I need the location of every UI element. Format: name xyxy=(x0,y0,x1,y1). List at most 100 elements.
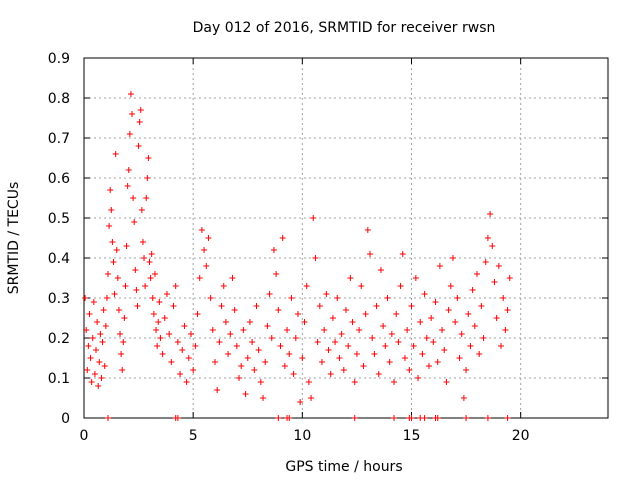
chart-title: Day 012 of 2016, SRMTID for receiver rws… xyxy=(193,20,496,36)
data-point xyxy=(434,359,441,365)
data-point xyxy=(192,343,199,349)
data-point xyxy=(415,375,422,381)
y-axis-label: SRMTID / TECUs xyxy=(6,182,22,295)
data-point xyxy=(338,331,345,337)
data-point xyxy=(123,243,130,249)
data-point xyxy=(88,379,95,385)
data-point xyxy=(504,307,511,313)
y-tick-label: 0.2 xyxy=(48,331,70,347)
data-point xyxy=(386,359,393,365)
data-point xyxy=(97,331,104,337)
data-point xyxy=(174,339,181,345)
data-point xyxy=(101,363,108,369)
data-point xyxy=(316,303,323,309)
data-point xyxy=(406,367,413,373)
data-point xyxy=(198,227,205,233)
data-point xyxy=(266,291,273,297)
data-point xyxy=(121,315,128,321)
data-point xyxy=(460,395,467,401)
data-point xyxy=(377,267,384,273)
data-point xyxy=(275,307,282,313)
plot-frame xyxy=(83,57,609,419)
data-point xyxy=(131,219,138,225)
data-point xyxy=(249,339,256,345)
data-point xyxy=(391,379,398,385)
data-point xyxy=(268,335,275,341)
data-point xyxy=(373,303,380,309)
data-point xyxy=(467,343,474,349)
data-point xyxy=(214,387,221,393)
data-point xyxy=(168,359,175,365)
data-point xyxy=(360,363,367,369)
data-point xyxy=(364,227,371,233)
data-point xyxy=(495,263,502,269)
data-point xyxy=(85,343,92,349)
data-point xyxy=(380,323,387,329)
data-point xyxy=(447,283,454,289)
data-point xyxy=(487,211,494,217)
data-point xyxy=(225,351,232,357)
data-point xyxy=(113,247,120,253)
data-point xyxy=(114,275,121,281)
data-point xyxy=(340,367,347,373)
data-points xyxy=(82,91,513,421)
data-point xyxy=(185,355,192,361)
data-point xyxy=(294,311,301,317)
data-point xyxy=(179,347,186,353)
data-point xyxy=(299,355,306,361)
data-point xyxy=(130,195,137,201)
data-point xyxy=(203,263,210,269)
data-point xyxy=(347,275,354,281)
y-tick-label: 0.6 xyxy=(48,171,70,187)
data-point xyxy=(227,331,234,337)
data-point xyxy=(410,343,417,349)
data-point xyxy=(463,367,470,373)
data-point xyxy=(170,303,177,309)
data-point xyxy=(134,303,141,309)
data-point xyxy=(218,303,225,309)
data-point xyxy=(262,359,269,365)
data-point xyxy=(412,275,419,281)
data-point xyxy=(286,415,293,421)
data-point xyxy=(504,415,511,421)
data-point xyxy=(82,295,89,301)
data-point xyxy=(155,319,162,325)
y-tick-label: 0 xyxy=(61,411,70,427)
data-point xyxy=(343,307,349,313)
data-point xyxy=(393,311,400,317)
data-point xyxy=(145,155,152,161)
data-point xyxy=(471,323,478,329)
data-point xyxy=(441,347,448,353)
data-point xyxy=(183,379,190,385)
data-point xyxy=(120,339,127,345)
data-point xyxy=(105,271,112,277)
data-point xyxy=(428,315,435,321)
data-point xyxy=(194,311,201,317)
data-point xyxy=(417,319,424,325)
data-point xyxy=(301,319,308,325)
data-point xyxy=(181,323,188,329)
data-point xyxy=(127,91,134,97)
x-tick-label: 5 xyxy=(189,428,198,444)
data-point xyxy=(135,143,142,149)
data-point xyxy=(329,315,336,321)
data-point xyxy=(98,375,105,381)
data-point xyxy=(325,347,332,353)
data-point xyxy=(303,283,310,289)
data-point xyxy=(401,355,408,361)
x-tick-label: 0 xyxy=(80,428,89,444)
data-point xyxy=(118,351,125,357)
data-point xyxy=(474,271,480,277)
data-point xyxy=(264,323,271,329)
data-point xyxy=(151,271,158,277)
data-point xyxy=(141,255,148,261)
data-point xyxy=(478,303,485,309)
data-point xyxy=(94,319,101,325)
data-point xyxy=(484,415,491,421)
data-point xyxy=(362,311,369,317)
data-point xyxy=(108,207,115,213)
data-point xyxy=(421,291,428,297)
data-point xyxy=(142,283,149,289)
data-point xyxy=(279,235,286,241)
data-point xyxy=(421,415,428,421)
